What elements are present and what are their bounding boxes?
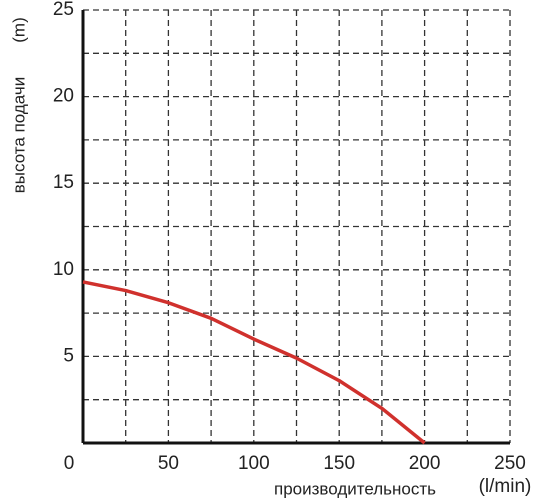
y-tick-label: 20 <box>53 86 74 107</box>
y-axis-unit: (m) <box>9 17 28 42</box>
y-tick-label: 15 <box>53 172 74 193</box>
x-tick-label: 250 <box>494 453 526 474</box>
x-tick-label: 0 <box>64 453 75 474</box>
x-axis-title: производительность <box>274 479 436 498</box>
x-tick-label: 150 <box>323 453 355 474</box>
x-tick-label: 100 <box>238 453 270 474</box>
x-axis-unit: (l/min) <box>479 476 532 497</box>
x-tick-label: 50 <box>158 453 179 474</box>
y-axis-title: высота подачи <box>9 77 28 193</box>
curve <box>82 280 426 445</box>
y-tick-label: 5 <box>63 345 74 366</box>
x-tick-label: 200 <box>409 453 441 474</box>
y-tick-label: 25 <box>53 0 74 20</box>
y-tick-label: 10 <box>53 259 74 280</box>
